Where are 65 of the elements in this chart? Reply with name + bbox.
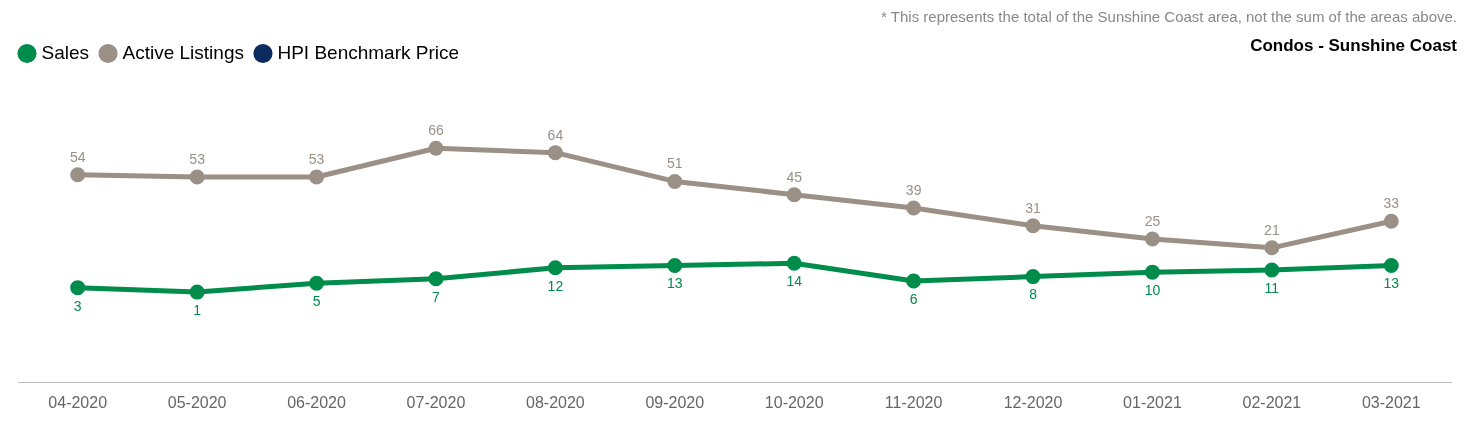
point [1383, 213, 1399, 229]
data-label: 66 [428, 122, 444, 139]
x-tick-label: 02-2021 [1242, 393, 1302, 411]
point [309, 169, 325, 185]
legend-label: HPI Benchmark Price [277, 41, 460, 63]
data-label: 6 [909, 290, 918, 307]
point [1264, 240, 1280, 256]
text: * This represents the total of the Sunshine Coast area, not the sum of the areas above. [880, 8, 1457, 27]
x-tick-label: 03-2021 [1361, 393, 1421, 411]
data-label: 53 [308, 150, 325, 167]
x-tick-label: 09-2020 [645, 393, 705, 411]
point [906, 200, 922, 216]
point [1264, 262, 1280, 278]
data-label: 13 [667, 275, 683, 292]
chart-title: Condos - Sunshine Coast [1250, 35, 1458, 55]
x-tick-label: 07-2020 [406, 393, 466, 411]
data-label: 25 [1144, 212, 1161, 229]
data-label: 10 [1144, 282, 1161, 299]
x-tick-label: 04-2020 [48, 393, 108, 411]
data-label: 64 [547, 126, 564, 143]
x-tick-label: 12-2020 [1003, 393, 1063, 411]
point [1025, 269, 1041, 285]
x-tick-label: 11-2020 [884, 393, 943, 411]
data-label: 31 [1025, 199, 1042, 216]
data-label: 5 [312, 293, 321, 310]
x-tick-label: 08-2020 [526, 393, 585, 411]
point [547, 260, 563, 276]
point [786, 255, 802, 271]
point [428, 271, 444, 287]
data-label: 54 [69, 148, 86, 165]
data-label: 13 [1383, 275, 1400, 292]
point [189, 169, 205, 185]
point [70, 280, 86, 296]
point [906, 273, 922, 289]
point [1144, 264, 1160, 280]
legend-label: Sales [41, 41, 90, 63]
point [786, 187, 802, 203]
data-label: 7 [432, 288, 441, 305]
data-label: 1 [193, 301, 202, 318]
legend-label: Active Listings [122, 41, 244, 63]
data-label: 39 [905, 181, 922, 198]
data-label: 12 [547, 277, 564, 294]
x-tick-label: 10-2020 [764, 393, 824, 411]
x-tick-label: 06-2020 [287, 393, 346, 411]
point [309, 275, 325, 291]
data-label: 11 [1264, 279, 1280, 296]
point [667, 173, 683, 189]
data-label: 21 [1264, 221, 1280, 238]
point [70, 167, 86, 183]
point [189, 284, 205, 300]
data-label: 45 [786, 168, 803, 185]
data-label: 3 [73, 297, 82, 314]
x-tick-label: 05-2020 [167, 393, 227, 411]
point [547, 145, 563, 161]
data-label: 53 [189, 150, 206, 167]
point [428, 140, 444, 156]
data-label: 8 [1029, 286, 1038, 303]
point [1025, 218, 1041, 234]
point [667, 258, 683, 274]
point [1383, 258, 1399, 274]
point [1144, 231, 1160, 247]
data-label: 33 [1383, 195, 1400, 212]
data-label: 14 [786, 273, 803, 290]
x-tick-label: 01-2021 [1123, 393, 1182, 411]
data-label: 51 [667, 155, 683, 172]
